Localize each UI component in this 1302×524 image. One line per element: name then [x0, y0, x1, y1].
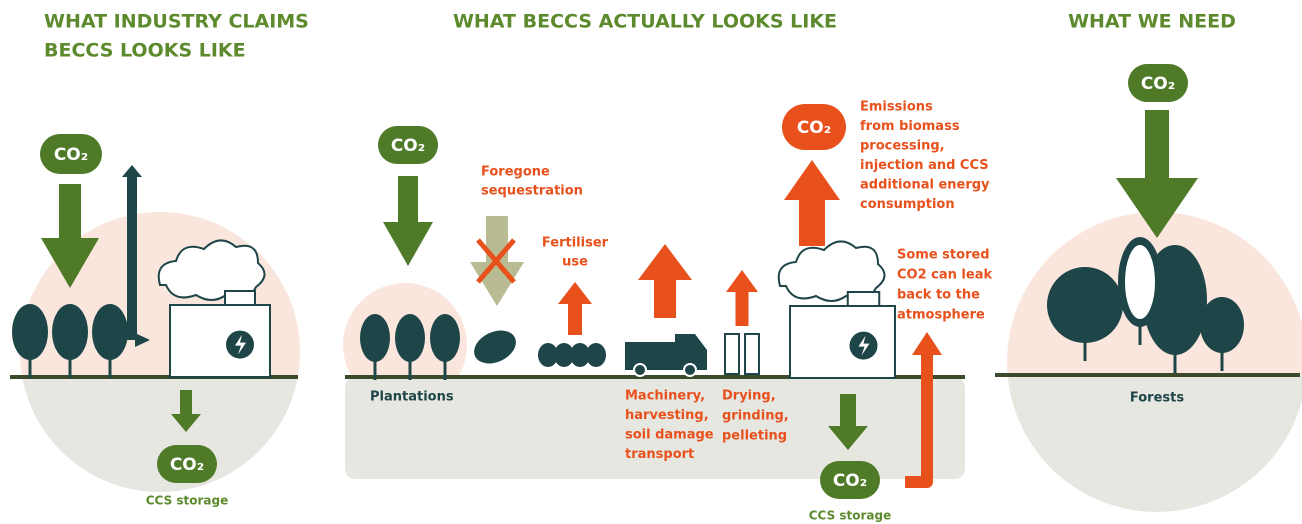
label: Forests	[1130, 391, 1184, 406]
label: soil damage	[625, 428, 714, 443]
label: sequestration	[481, 184, 583, 199]
label: injection and CCS	[860, 158, 989, 173]
label: Some stored	[897, 248, 990, 263]
label: harvesting,	[625, 408, 709, 423]
tree	[1200, 297, 1244, 353]
biomass	[469, 324, 522, 370]
tree	[92, 304, 128, 360]
label: WHAT INDUSTRY CLAIMS	[44, 11, 309, 33]
label: CO₂	[833, 471, 867, 491]
arrow	[726, 270, 758, 326]
tree	[360, 314, 390, 362]
label: additional energy	[860, 178, 990, 193]
label: pelleting	[722, 429, 787, 444]
label: Foregone	[481, 165, 550, 180]
tree	[430, 314, 460, 362]
label: Plantations	[370, 390, 454, 405]
label: transport	[625, 447, 694, 462]
arrow	[638, 244, 692, 318]
arrow	[912, 332, 942, 355]
label: CO₂	[54, 145, 88, 165]
wheel	[634, 364, 646, 376]
infographic: WHAT INDUSTRY CLAIMS BECCS LOOKS LIKE CO₂ C…	[0, 0, 1302, 524]
label: Emissions	[860, 100, 933, 115]
label: Fertiliser	[542, 236, 609, 251]
arrow	[784, 160, 840, 246]
factory	[170, 305, 270, 377]
label: grinding,	[722, 409, 789, 424]
label: from biomass	[860, 119, 960, 134]
label: BECCS LOOKS LIKE	[44, 40, 246, 62]
label: processing,	[860, 139, 945, 154]
label: back to the	[897, 288, 980, 303]
tree	[52, 304, 88, 360]
label: CCS storage	[809, 509, 892, 523]
label: WHAT WE NEED	[1068, 11, 1236, 33]
label: CO₂	[391, 136, 425, 156]
label: CO2 can leak	[897, 268, 992, 283]
label: atmosphere	[897, 308, 985, 323]
arrow	[558, 282, 592, 335]
label: CO₂	[797, 118, 831, 138]
dryer	[725, 334, 739, 374]
label: WHAT BECCS ACTUALLY LOOKS LIKE	[453, 11, 837, 33]
label: Drying,	[722, 389, 776, 404]
label: CO₂	[1141, 74, 1175, 94]
label: use	[562, 255, 588, 270]
arrow	[383, 176, 433, 266]
wheel	[684, 364, 696, 376]
log	[586, 343, 606, 367]
tree	[1047, 267, 1123, 343]
tree	[395, 314, 425, 362]
label: CCS storage	[146, 494, 229, 508]
dryer	[745, 334, 759, 374]
tree	[12, 304, 48, 360]
factory	[790, 306, 895, 378]
label: consumption	[860, 197, 955, 212]
label: CO₂	[170, 455, 204, 475]
tree	[1124, 244, 1156, 320]
label: Machinery,	[625, 389, 705, 404]
